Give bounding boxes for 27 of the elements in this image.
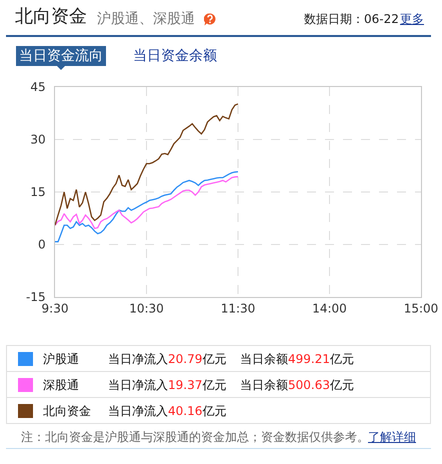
text: 当日资金余额 <box>133 47 217 66</box>
line-series <box>55 171 239 242</box>
y-tick-label: 0 <box>38 238 46 252</box>
selected-tab: 当日资金流向 <box>16 46 106 66</box>
line-series <box>55 103 239 226</box>
legend-label: 深股通 <box>43 377 79 394</box>
text: 数据日期：06-22 <box>304 11 399 28</box>
text: 当日净流入20.79亿元 <box>108 351 226 368</box>
line-series <box>55 176 239 230</box>
y-tick-label: 15 <box>30 185 46 200</box>
x-tick-label: 11:30 <box>220 301 256 316</box>
text: 更多 <box>400 11 424 28</box>
text: 当日净流入19.37亿元 <box>108 377 226 394</box>
x-tick-label: 10:30 <box>129 301 164 316</box>
text: 了解详细 <box>368 429 416 446</box>
text: 当日余额499.21亿元 <box>240 351 354 368</box>
chart-subtitle: 沪股通、深股通 <box>97 10 195 29</box>
chart-title: 北向资金 <box>15 5 87 29</box>
text: 注：北向资金是沪股通与深股通的资金加总；资金数据仅供参考。 <box>21 429 369 446</box>
legend-label: 北向资金 <box>43 403 91 420</box>
text: 当日净流入40.16亿元 <box>108 403 226 420</box>
y-tick-label: 45 <box>30 80 46 94</box>
text: 当日余额500.63亿元 <box>240 377 354 394</box>
x-tick-label: 15:00 <box>404 301 438 316</box>
x-tick-label: 14:00 <box>312 301 347 316</box>
legend-label: 沪股通 <box>43 351 79 368</box>
y-tick-label: 30 <box>30 132 46 147</box>
